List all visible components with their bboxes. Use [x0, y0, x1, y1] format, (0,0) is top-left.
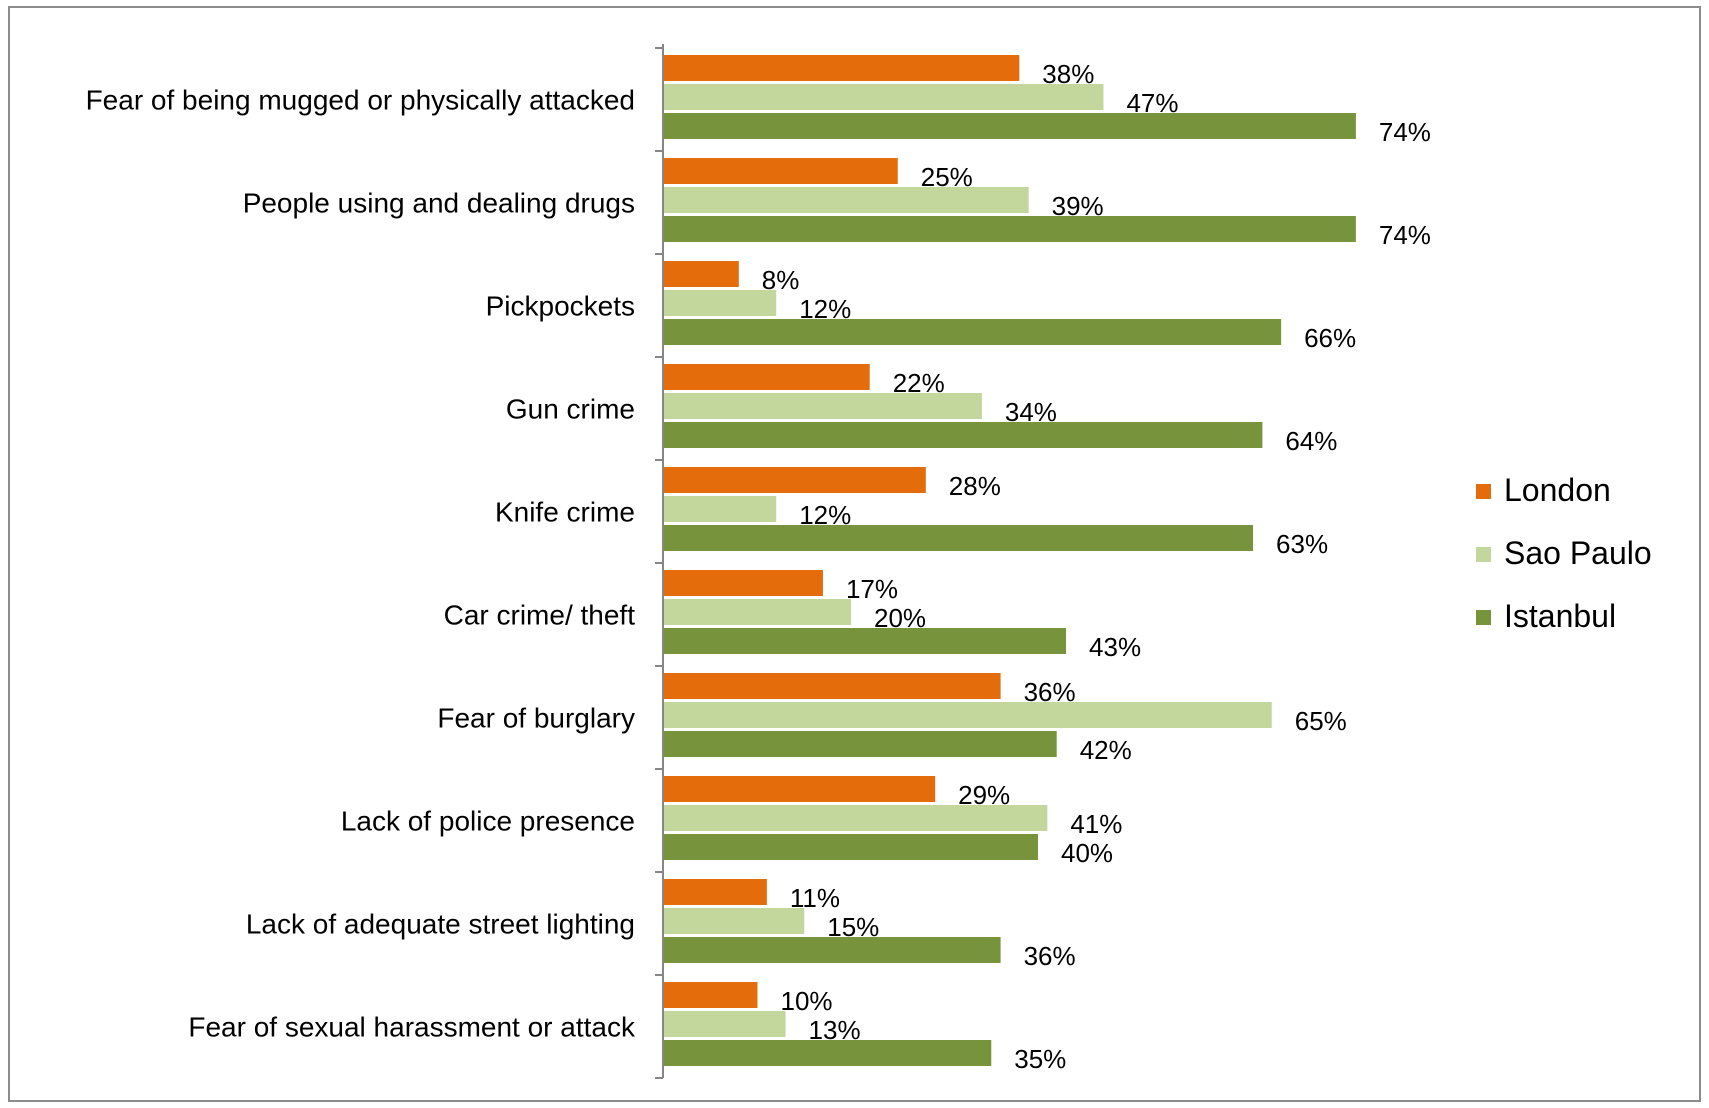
bar-london [664, 570, 823, 596]
bar-sao-paulo [664, 908, 805, 934]
category-label: Fear of burglary [437, 703, 635, 734]
bar-sao-paulo [664, 84, 1104, 110]
bar-istanbul [664, 1040, 992, 1066]
data-label: 36% [1024, 941, 1076, 971]
data-label: 63% [1276, 529, 1328, 559]
data-label: 64% [1285, 426, 1337, 456]
data-label: 8% [762, 265, 800, 295]
data-label: 25% [921, 162, 973, 192]
category-label: Lack of police presence [341, 806, 635, 837]
legend-swatch-istanbul [1476, 610, 1491, 625]
bar-london [664, 261, 739, 287]
bar-london [664, 467, 926, 493]
data-label: 13% [809, 1015, 861, 1045]
data-label: 74% [1379, 117, 1431, 147]
labels: Fear of being mugged or physically attac… [86, 59, 1431, 1074]
data-label: 29% [958, 780, 1010, 810]
bar-istanbul [664, 525, 1254, 551]
legend-label: Istanbul [1504, 598, 1616, 634]
bar-sao-paulo [664, 805, 1048, 831]
bar-istanbul [664, 731, 1057, 757]
legend-label: Sao Paulo [1504, 535, 1652, 571]
data-label: 66% [1304, 323, 1356, 353]
legend-swatch-london [1476, 484, 1491, 499]
data-label: 10% [781, 986, 833, 1016]
data-label: 12% [799, 294, 851, 324]
y-axis [655, 44, 664, 1079]
bar-istanbul [664, 319, 1282, 345]
bar-istanbul [664, 834, 1038, 860]
bar-istanbul [664, 422, 1263, 448]
category-label: Lack of adequate street lighting [246, 909, 635, 940]
bars [664, 55, 1356, 1066]
data-label: 47% [1126, 88, 1178, 118]
bar-istanbul [664, 113, 1356, 139]
data-label: 11% [790, 883, 840, 913]
data-label: 42% [1080, 735, 1132, 765]
bar-sao-paulo [664, 599, 851, 625]
bar-sao-paulo [664, 702, 1272, 728]
data-label: 20% [874, 603, 926, 633]
category-label: Knife crime [495, 497, 635, 528]
data-label: 40% [1061, 838, 1113, 868]
data-label: 12% [799, 500, 851, 530]
bar-london [664, 776, 936, 802]
bar-london [664, 55, 1020, 81]
data-label: 22% [893, 368, 945, 398]
bar-sao-paulo [664, 393, 982, 419]
bar-sao-paulo [664, 1011, 786, 1037]
bar-london [664, 982, 758, 1008]
data-label: 43% [1089, 632, 1141, 662]
category-label: Fear of being mugged or physically attac… [86, 85, 635, 116]
bar-istanbul [664, 628, 1067, 654]
bar-istanbul [664, 937, 1001, 963]
data-label: 38% [1042, 59, 1094, 89]
data-label: 36% [1024, 677, 1076, 707]
bar-sao-paulo [664, 290, 777, 316]
data-label: 35% [1014, 1044, 1066, 1074]
category-label: Pickpockets [486, 291, 635, 322]
legend-label: London [1504, 472, 1611, 508]
bar-london [664, 364, 870, 390]
category-label: Car crime/ theft [444, 600, 636, 631]
data-label: 34% [1005, 397, 1057, 427]
bar-london [664, 673, 1001, 699]
data-label: 41% [1070, 809, 1122, 839]
bar-london [664, 879, 767, 905]
category-label: People using and dealing drugs [243, 188, 635, 219]
data-label: 74% [1379, 220, 1431, 250]
data-label: 17% [846, 574, 898, 604]
category-label: Fear of sexual harassment or attack [188, 1012, 636, 1043]
legend-swatch-sao-paulo [1476, 547, 1491, 562]
data-label: 28% [949, 471, 1001, 501]
bar-istanbul [664, 216, 1356, 242]
data-label: 15% [827, 912, 879, 942]
category-label: Gun crime [506, 394, 635, 425]
chart-frame [8, 6, 1701, 1102]
data-label: 65% [1295, 706, 1347, 736]
legend: London Sao Paulo Istanbul [1476, 472, 1652, 634]
bar-london [664, 158, 898, 184]
data-label: 39% [1052, 191, 1104, 221]
bar-sao-paulo [664, 187, 1029, 213]
bar-sao-paulo [664, 496, 777, 522]
